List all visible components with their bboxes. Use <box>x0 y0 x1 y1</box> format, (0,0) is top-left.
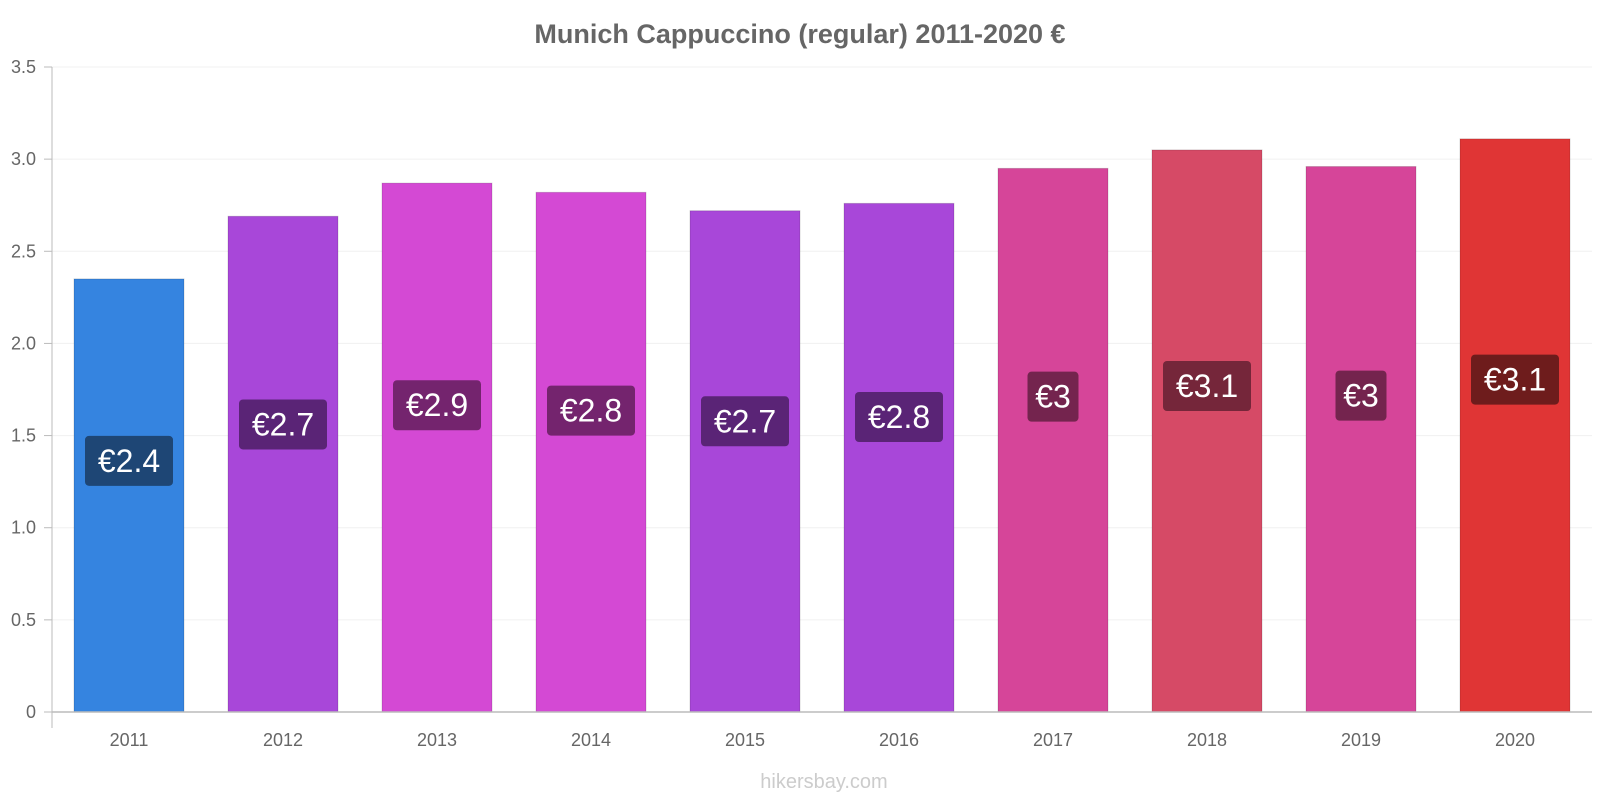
x-tick-label: 2013 <box>417 730 457 750</box>
data-label-box <box>1471 354 1559 405</box>
data-labels: €2.4 €2.7 €2.9 €2.8 €2.7 €2.8 €3 €3.1 €3 €3.1 <box>85 354 1559 486</box>
y-tick-label: 0 <box>26 702 36 722</box>
y-tick-label: 1.0 <box>11 518 36 538</box>
data-label-box <box>85 435 173 486</box>
data-label: €2.8 <box>868 399 930 435</box>
data-label: €2.4 <box>98 443 160 479</box>
y-tick-label: 3.0 <box>11 149 36 169</box>
chart-title: Munich Cappuccino (regular) 2011-2020 € <box>534 19 1065 49</box>
x-tick-label: 2020 <box>1495 730 1535 750</box>
data-label: €2.7 <box>714 403 776 439</box>
data-label-box <box>393 380 481 431</box>
data-label-box <box>1163 360 1251 411</box>
data-label-box <box>547 385 635 436</box>
bar-2018 <box>1151 149 1263 713</box>
x-axis: 2011 2012 2013 2014 2015 2016 2017 2018 2019 2020 <box>52 711 1592 750</box>
y-axis: 0 0.5 1.0 1.5 2.0 2.5 3.0 3.5 <box>11 57 53 728</box>
x-tick-label: 2015 <box>725 730 765 750</box>
data-label: €3 <box>1035 379 1071 415</box>
data-label: €2.7 <box>252 406 314 442</box>
data-label: €3.1 <box>1484 362 1546 398</box>
x-tick-label: 2017 <box>1033 730 1073 750</box>
bar-2016 <box>843 202 955 713</box>
x-tick-label: 2019 <box>1341 730 1381 750</box>
bar-2017 <box>997 167 1109 713</box>
bars <box>73 138 1571 713</box>
bar-2014 <box>535 191 647 713</box>
y-tick-label: 2.5 <box>11 241 36 261</box>
bar-2020 <box>1459 138 1571 713</box>
data-label: €2.9 <box>406 387 468 423</box>
x-tick-label: 2014 <box>571 730 611 750</box>
watermark: hikersbay.com <box>760 771 887 793</box>
data-label-box <box>701 396 789 447</box>
data-label-box <box>1335 370 1387 421</box>
x-tick-label: 2018 <box>1187 730 1227 750</box>
y-tick-label: 1.5 <box>11 426 36 446</box>
bar-2011 <box>73 278 185 713</box>
x-tick-label: 2011 <box>110 730 149 750</box>
x-tick-label: 2016 <box>879 730 919 750</box>
x-tick-label: 2012 <box>263 730 303 750</box>
bar-2012 <box>227 215 339 713</box>
y-tick-label: 2.0 <box>11 333 36 353</box>
data-label: €3.1 <box>1176 368 1238 404</box>
data-label-box <box>855 391 943 442</box>
data-label: €2.8 <box>560 393 622 429</box>
data-label-box <box>1027 371 1079 422</box>
bar-2019 <box>1305 166 1417 713</box>
y-tick-label: 0.5 <box>11 610 36 630</box>
y-tick-label: 3.5 <box>11 57 36 77</box>
bar-2015 <box>689 210 801 713</box>
bar-2013 <box>381 182 493 713</box>
data-label-box <box>239 399 327 450</box>
data-label: €3 <box>1343 378 1379 414</box>
